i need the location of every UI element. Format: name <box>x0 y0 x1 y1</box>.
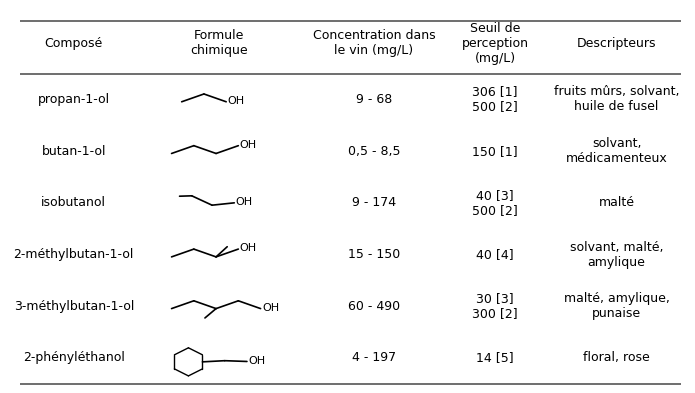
Text: 14 [5]: 14 [5] <box>477 351 514 364</box>
Text: 9 - 174: 9 - 174 <box>352 196 396 209</box>
Text: Formule
chimique: Formule chimique <box>190 29 247 57</box>
Text: OH: OH <box>248 356 265 365</box>
Text: solvant,
médicamenteux: solvant, médicamenteux <box>566 137 667 165</box>
Text: OH: OH <box>236 197 253 207</box>
Text: Composé: Composé <box>44 37 103 50</box>
Text: propan-1-ol: propan-1-ol <box>38 93 110 106</box>
Text: OH: OH <box>262 303 279 313</box>
Text: OH: OH <box>240 140 256 150</box>
Text: Descripteurs: Descripteurs <box>577 37 656 50</box>
Text: OH: OH <box>227 96 245 106</box>
Text: floral, rose: floral, rose <box>583 351 650 364</box>
Text: malté: malté <box>598 196 635 209</box>
Text: 4 - 197: 4 - 197 <box>352 351 396 364</box>
Text: 306 [1]
500 [2]: 306 [1] 500 [2] <box>473 85 518 114</box>
Text: 40 [3]
500 [2]: 40 [3] 500 [2] <box>473 189 518 217</box>
Text: butan-1-ol: butan-1-ol <box>42 145 106 158</box>
Text: 3-méthylbutan-1-ol: 3-méthylbutan-1-ol <box>14 300 134 313</box>
Text: fruits mûrs, solvant,
huile de fusel: fruits mûrs, solvant, huile de fusel <box>554 85 680 114</box>
Text: 0,5 - 8,5: 0,5 - 8,5 <box>348 145 400 158</box>
Text: 40 [4]: 40 [4] <box>477 248 514 261</box>
Text: malté, amylique,
punaise: malté, amylique, punaise <box>564 292 669 320</box>
Text: Concentration dans
le vin (mg/L): Concentration dans le vin (mg/L) <box>313 29 435 57</box>
Text: 60 - 490: 60 - 490 <box>348 300 400 313</box>
Text: 15 - 150: 15 - 150 <box>348 248 400 261</box>
Text: isobutanol: isobutanol <box>41 196 106 209</box>
Text: solvant, malté,
amylique: solvant, malté, amylique <box>570 241 663 268</box>
Text: 2-méthylbutan-1-ol: 2-méthylbutan-1-ol <box>14 248 134 261</box>
Text: 150 [1]: 150 [1] <box>473 145 518 158</box>
Text: 2-phényléthanol: 2-phényléthanol <box>23 351 124 364</box>
Text: 9 - 68: 9 - 68 <box>356 93 392 106</box>
Text: 30 [3]
300 [2]: 30 [3] 300 [2] <box>473 292 518 320</box>
Text: OH: OH <box>240 243 256 253</box>
Text: Seuil de
perception
(mg/L): Seuil de perception (mg/L) <box>461 22 529 65</box>
